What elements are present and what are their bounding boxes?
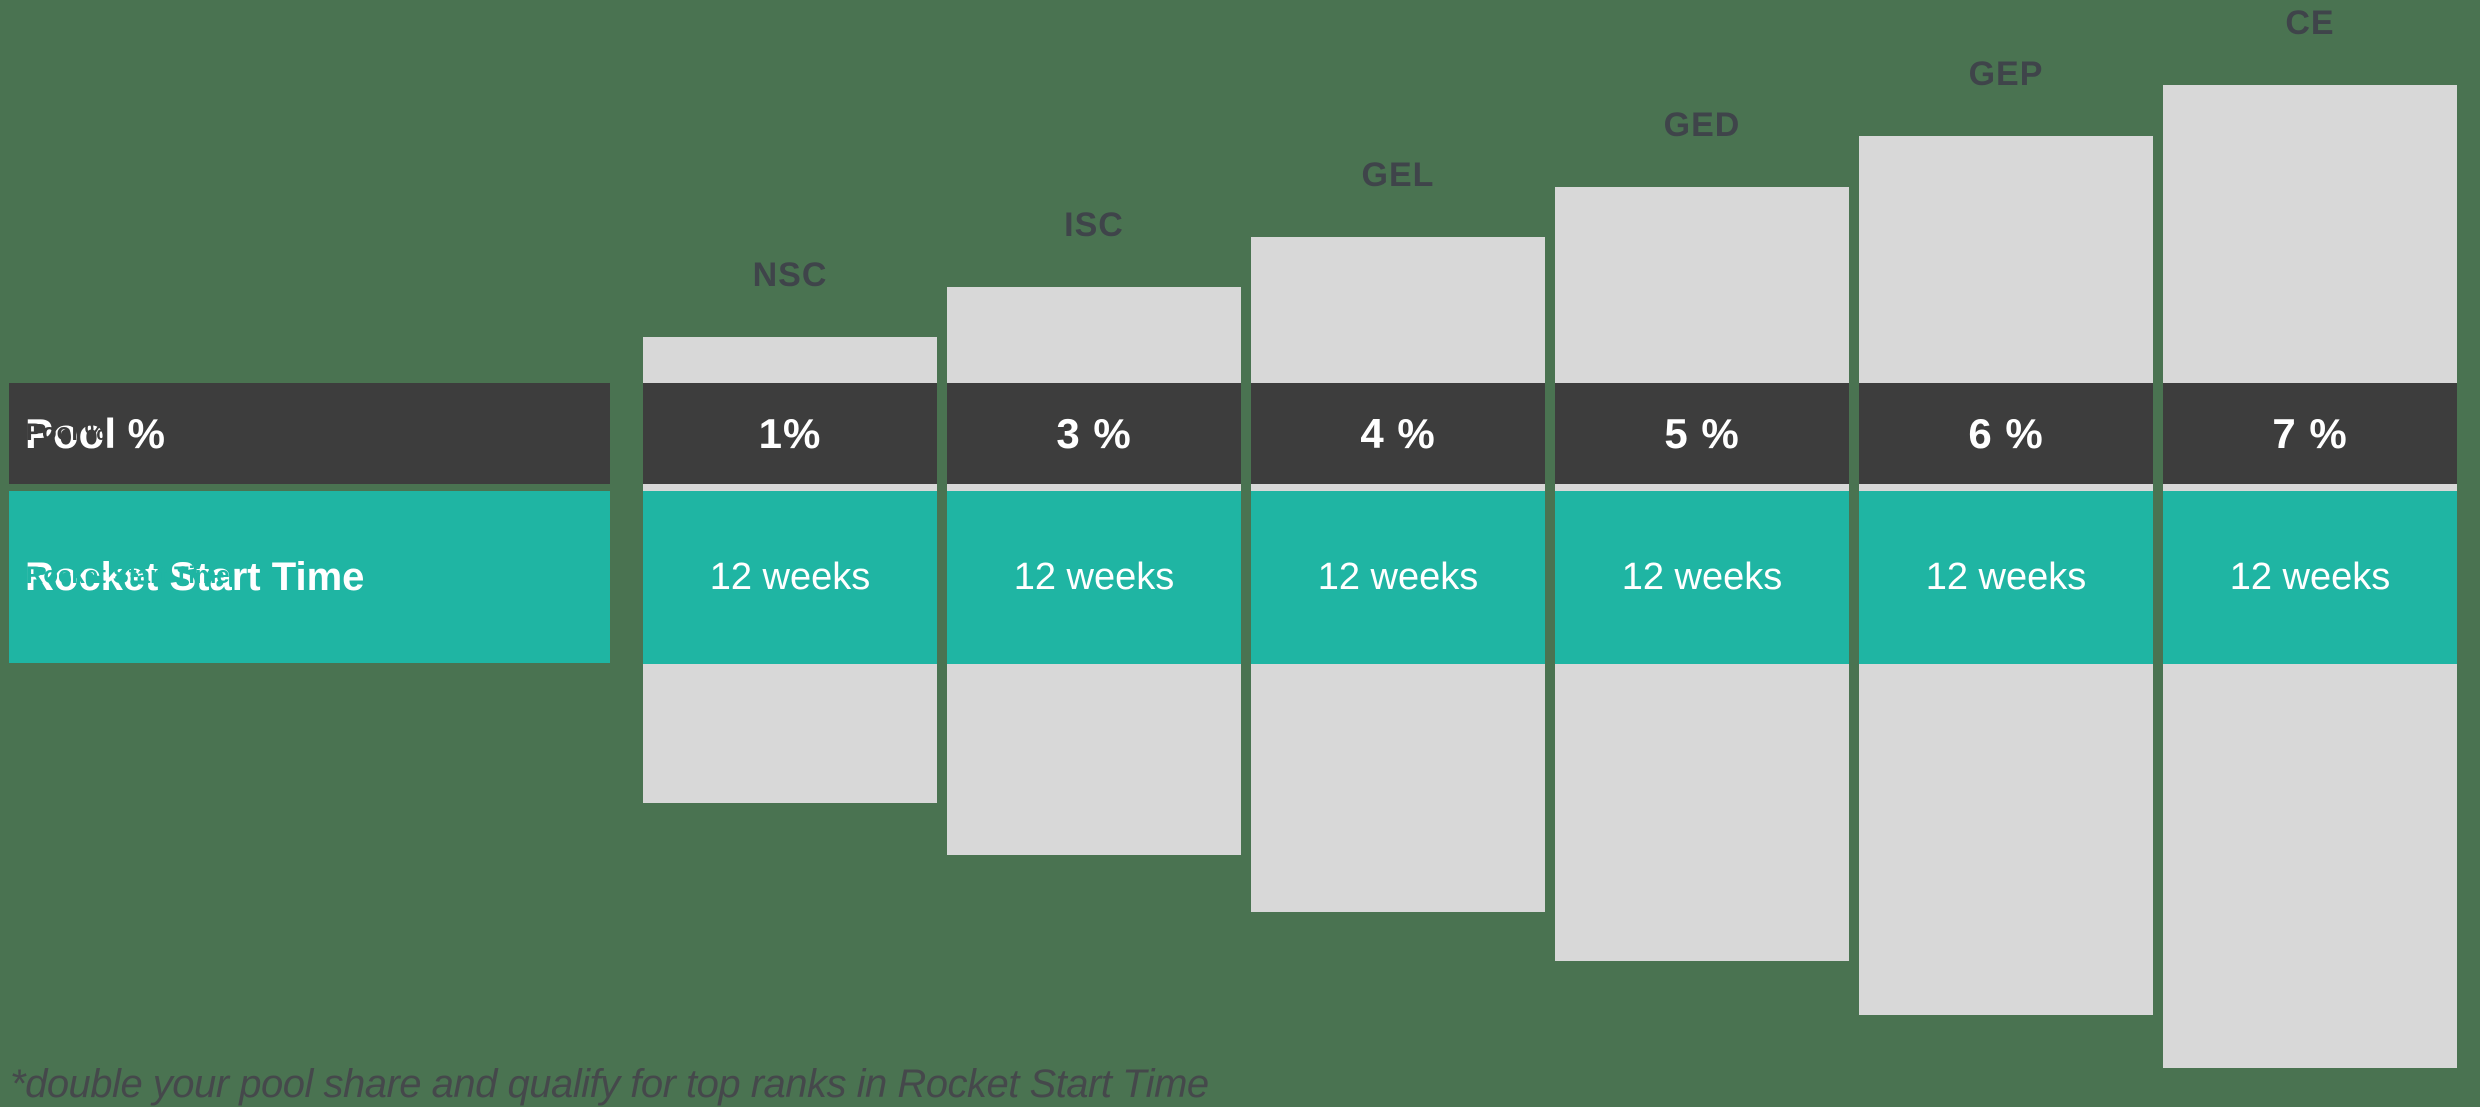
pool-percent-cell: 6 % (1859, 383, 2153, 484)
rocket-start-time-cell: 12 weeks (1555, 491, 1849, 664)
pool-percent-cell: 7 % (2163, 383, 2457, 484)
rank-column-group: NSC 1% 12 weeks (643, 0, 937, 1107)
rank-label: GEL (1361, 156, 1435, 194)
pool-percent-cell: 1% (643, 383, 937, 484)
rank-label: NSC (752, 256, 828, 294)
rank-column-group: GEL 4 % 12 weeks (1251, 0, 1545, 1107)
pool-percent-cell: 5 % (1555, 383, 1849, 484)
rocket-start-time-row-header: Rocket Start Time Rocket Start Time (9, 491, 610, 663)
rocket-start-time-cell: 12 weeks (1251, 491, 1545, 664)
rocket-start-time-cell: 12 weeks (1859, 491, 2153, 664)
rank-column-group: GED 5 % 12 weeks (1555, 0, 1849, 1107)
pool-percent-cell: 3 % (947, 383, 1241, 484)
rocket-start-time-row-label: Rocket Start Time (25, 554, 365, 599)
pool-row-label: Pool % (25, 409, 166, 457)
rank-column-group: ISC 3 % 12 weeks (947, 0, 1241, 1107)
pool-percent-cell: 4 % (1251, 383, 1545, 484)
rank-column-group: GEP 6 % 12 weeks (1859, 0, 2153, 1107)
rank-label: GEP (1968, 55, 2044, 93)
pool-row-header: Pool % Pool % (9, 383, 610, 484)
rocket-start-time-cell: 12 weeks (947, 491, 1241, 664)
footnote: *double your pool share and qualify for … (10, 1062, 1209, 1106)
rank-column-group: CE 7 % 12 weeks (2163, 0, 2457, 1107)
rocket-start-time-cell: 12 weeks (643, 491, 937, 664)
rocket-start-time-row-label-ghost: Rocket Start Time (26, 561, 230, 589)
rank-label: ISC (1064, 206, 1124, 244)
rank-label: CE (2285, 4, 2335, 42)
rank-label: GED (1663, 106, 1741, 144)
pool-row-label-ghost: Pool % (26, 418, 107, 446)
rocket-start-time-cell: 12 weeks (2163, 491, 2457, 664)
